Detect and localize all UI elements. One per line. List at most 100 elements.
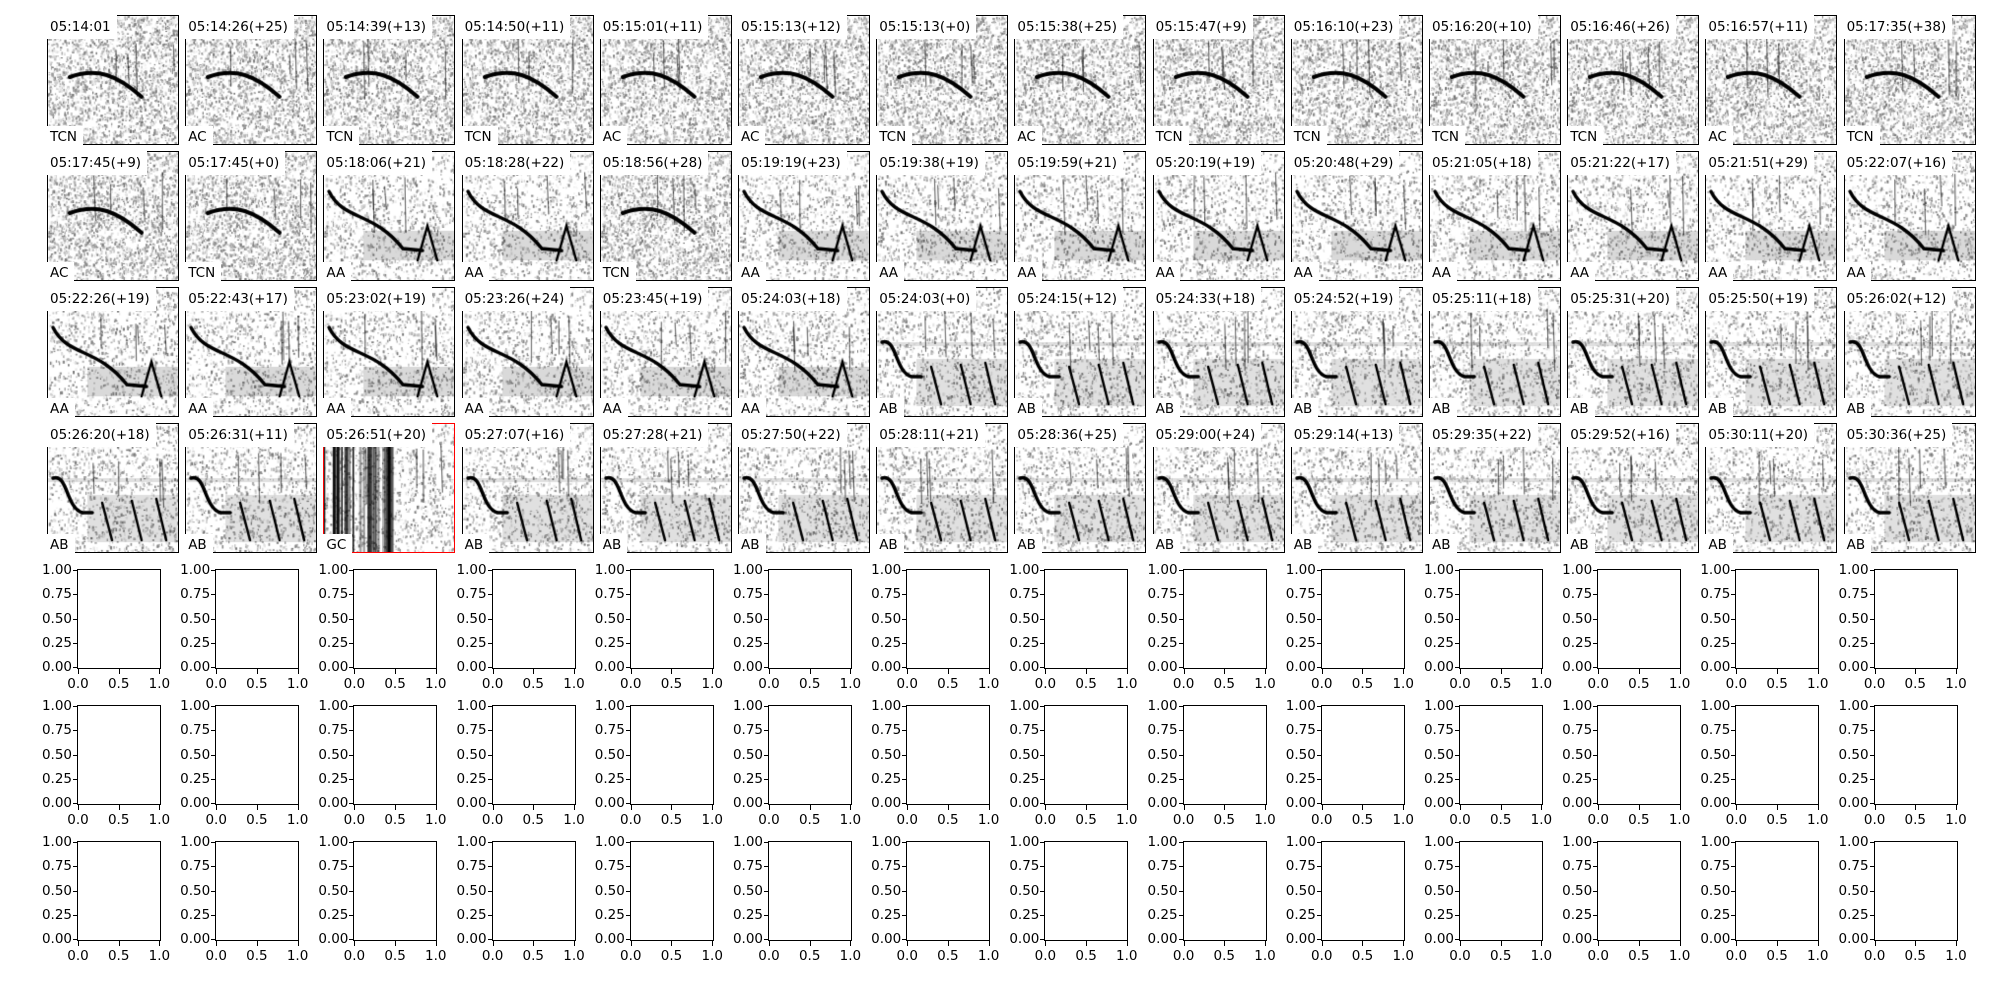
x-tick-label: 0.5 xyxy=(1075,948,1097,964)
panel-class-label: AA xyxy=(1840,262,1872,282)
panel-title: 05:14:01 xyxy=(44,15,117,39)
empty-axes: 0.00 0.25 0.50 0.75 1.00 0.0 0.5 1.0 xyxy=(1148,835,1276,963)
x-tick-label: 0.5 xyxy=(660,948,683,964)
x-tick xyxy=(395,805,397,810)
y-tick-label: 1.00 xyxy=(180,562,211,578)
x-tick-label: 0.5 xyxy=(107,948,130,964)
x-tick xyxy=(1541,941,1543,946)
y-tick xyxy=(1040,730,1046,732)
x-tick xyxy=(1500,805,1502,810)
x-tick xyxy=(354,805,356,810)
y-tick-label: 1.00 xyxy=(1147,562,1178,578)
x-tick xyxy=(1736,941,1738,946)
panel-class-label: AB xyxy=(1840,534,1872,554)
panel-title: 05:26:51(+20) xyxy=(320,423,433,447)
x-tick-label: 1.0 xyxy=(701,676,723,692)
x-tick xyxy=(907,669,909,674)
y-tick-label: 0.75 xyxy=(732,722,763,739)
x-tick xyxy=(1874,941,1876,946)
x-tick-label: 1.0 xyxy=(839,812,862,828)
y-tick-label: 0.25 xyxy=(1700,635,1731,652)
x-tick-label: 1.0 xyxy=(1530,948,1553,964)
panel-class-label: GC xyxy=(320,534,353,554)
panel-title: 05:15:47(+9) xyxy=(1149,15,1253,39)
y-tick xyxy=(902,618,908,620)
x-tick xyxy=(1638,805,1640,810)
y-tick-label: 1.00 xyxy=(1009,834,1040,850)
y-tick xyxy=(625,570,631,571)
y-tick xyxy=(1869,754,1875,756)
y-tick-label: 0.50 xyxy=(594,882,625,899)
spectrogram-panel: 05:20:19(+19) AA xyxy=(1149,151,1285,282)
panel-class-label: AC xyxy=(596,126,628,146)
y-tick-label: 1.00 xyxy=(318,562,349,578)
panel-title: 05:14:39(+13) xyxy=(320,15,433,39)
y-tick-label: 1.00 xyxy=(1562,562,1593,578)
y-tick-label: 0.25 xyxy=(180,771,211,788)
x-tick xyxy=(1817,941,1819,946)
y-tick-label: 0.75 xyxy=(180,722,211,739)
x-tick-label: 1.0 xyxy=(148,676,171,692)
x-tick-label: 0.5 xyxy=(1213,676,1236,692)
y-tick xyxy=(902,939,908,941)
y-tick xyxy=(1040,667,1046,669)
x-tick-label: 1.0 xyxy=(1254,948,1276,964)
spectrogram-panel: 05:29:52(+16) AB xyxy=(1564,423,1700,554)
y-tick-label: 1.00 xyxy=(41,698,72,714)
y-tick xyxy=(1178,754,1184,756)
x-tick-label: 0.0 xyxy=(1725,676,1748,692)
y-tick-label: 0.75 xyxy=(456,858,487,875)
empty-axes: 0.00 0.25 0.50 0.75 1.00 0.0 0.5 1.0 xyxy=(318,563,446,691)
spectrogram-panel: 05:24:15(+12) AB xyxy=(1011,287,1147,418)
x-tick-label: 0.5 xyxy=(107,812,130,828)
empty-axes: 0.00 0.25 0.50 0.75 1.00 0.0 0.5 1.0 xyxy=(1009,699,1137,827)
x-tick-label: 1.0 xyxy=(1807,676,1829,692)
x-tick xyxy=(1598,669,1600,674)
y-tick xyxy=(902,706,908,707)
panel-title: 05:18:28(+22) xyxy=(458,151,571,175)
x-tick xyxy=(118,805,120,810)
y-tick-label: 0.50 xyxy=(732,882,763,899)
y-tick-label: 1.00 xyxy=(1700,834,1731,850)
panel-title: 05:29:35(+22) xyxy=(1426,423,1538,447)
y-tick-label: 0.25 xyxy=(318,771,349,788)
panel-title: 05:18:56(+28) xyxy=(596,151,709,175)
y-tick-label: 0.75 xyxy=(456,722,487,739)
x-tick-label: 0.0 xyxy=(896,948,918,964)
x-tick xyxy=(1736,669,1738,674)
y-tick xyxy=(1455,939,1460,941)
x-tick-label: 1.0 xyxy=(1668,676,1691,692)
spectrogram-panel: 05:21:05(+18) AA xyxy=(1426,151,1561,282)
y-tick-label: 0.25 xyxy=(1285,907,1316,924)
y-tick-label: 0.00 xyxy=(1009,659,1040,676)
x-tick xyxy=(907,941,909,946)
y-tick-label: 0.25 xyxy=(1147,635,1178,652)
panel-title: 05:21:05(+18) xyxy=(1426,151,1538,175)
y-tick xyxy=(1178,939,1184,941)
x-tick-label: 0.0 xyxy=(481,812,504,828)
empty-axes: 0.00 0.25 0.50 0.75 1.00 0.0 0.5 1.0 xyxy=(1424,835,1552,963)
spectrogram-panel: 05:18:28(+22) AA xyxy=(458,151,594,282)
x-tick-label: 1.0 xyxy=(563,812,585,828)
panel-class-label: AB xyxy=(1287,534,1319,554)
y-tick xyxy=(1593,618,1599,620)
x-tick-label: 0.0 xyxy=(758,676,780,692)
x-tick-label: 0.5 xyxy=(937,948,959,964)
spectrogram-panel: 05:16:20(+10) TCN xyxy=(1426,15,1561,146)
x-tick xyxy=(1598,805,1600,810)
y-tick-label: 0.25 xyxy=(871,771,902,788)
y-tick-label: 0.50 xyxy=(732,746,763,763)
y-tick-label: 0.75 xyxy=(1838,586,1869,603)
empty-axes: 0.00 0.25 0.50 0.75 1.00 0.0 0.5 1.0 xyxy=(1839,835,1967,963)
panel-title: 05:24:03(+18) xyxy=(735,287,847,311)
x-tick-label: 0.0 xyxy=(758,948,780,964)
x-tick-label: 0.0 xyxy=(1311,812,1333,828)
x-tick xyxy=(1874,669,1876,674)
x-tick-label: 1.0 xyxy=(563,676,585,692)
y-tick-label: 0.00 xyxy=(594,931,625,948)
x-tick-label: 1.0 xyxy=(286,676,309,692)
y-tick xyxy=(764,667,769,669)
y-tick-label: 0.00 xyxy=(456,659,487,676)
y-tick-label: 1.00 xyxy=(1838,562,1869,578)
x-tick-label: 1.0 xyxy=(148,812,171,828)
